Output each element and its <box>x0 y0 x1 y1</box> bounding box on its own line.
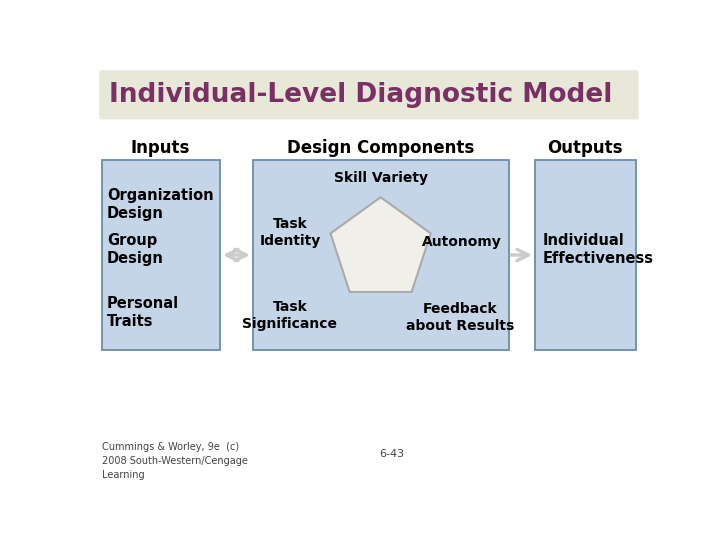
Polygon shape <box>330 197 431 292</box>
Text: Autonomy: Autonomy <box>422 235 502 249</box>
FancyBboxPatch shape <box>535 159 636 350</box>
Text: Feedback
about Results: Feedback about Results <box>406 302 515 333</box>
Text: 6-43: 6-43 <box>379 449 405 458</box>
Text: Skill Variety: Skill Variety <box>333 171 428 185</box>
Text: Cummings & Worley, 9e  (c)
2008 South-Western/Cengage
Learning: Cummings & Worley, 9e (c) 2008 South-Wes… <box>102 442 248 480</box>
Text: Group
Design: Group Design <box>107 233 164 266</box>
FancyBboxPatch shape <box>253 159 508 350</box>
Text: Individual-Level Diagnostic Model: Individual-Level Diagnostic Model <box>109 82 613 108</box>
Text: Outputs: Outputs <box>547 139 623 157</box>
Text: Personal
Traits: Personal Traits <box>107 296 179 329</box>
Text: Design Components: Design Components <box>287 139 474 157</box>
Text: Task
Significance: Task Significance <box>243 300 338 331</box>
Text: Inputs: Inputs <box>131 139 190 157</box>
Text: Individual
Effectiveness: Individual Effectiveness <box>543 233 654 266</box>
Text: Task
Identity: Task Identity <box>259 217 320 248</box>
Text: Organization
Design: Organization Design <box>107 188 214 221</box>
FancyBboxPatch shape <box>99 70 639 119</box>
FancyBboxPatch shape <box>102 159 220 350</box>
